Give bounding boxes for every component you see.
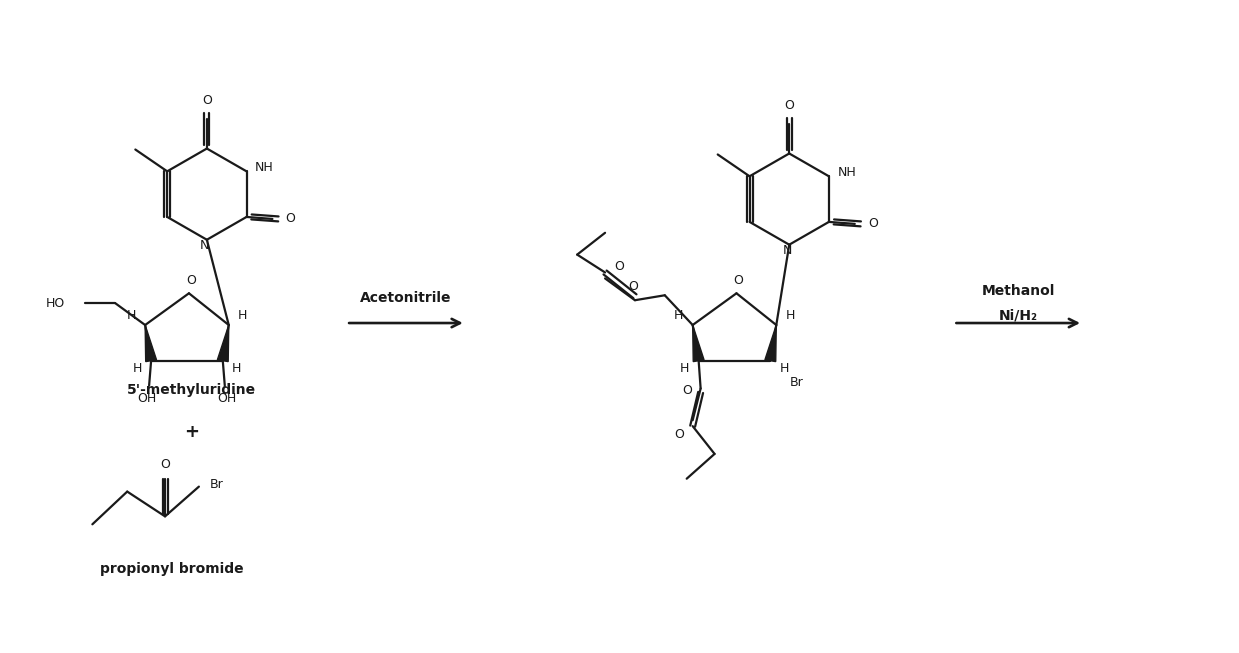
- Text: O: O: [202, 95, 212, 108]
- Text: NH: NH: [838, 166, 856, 179]
- Text: H: H: [680, 362, 689, 375]
- Polygon shape: [145, 325, 156, 362]
- Text: O: O: [186, 274, 196, 287]
- Text: H: H: [133, 362, 141, 375]
- Text: H: H: [126, 309, 136, 321]
- Text: HO: HO: [46, 296, 66, 310]
- Text: Acetonitrile: Acetonitrile: [361, 291, 452, 305]
- Text: propionyl bromide: propionyl bromide: [100, 562, 244, 576]
- Text: O: O: [733, 274, 743, 287]
- Text: H: H: [779, 362, 789, 375]
- Text: O: O: [681, 384, 691, 397]
- Text: O: O: [867, 217, 877, 231]
- Text: Ni/H₂: Ni/H₂: [999, 308, 1038, 322]
- Text: NH: NH: [255, 161, 274, 174]
- Text: N: N: [783, 244, 792, 257]
- Polygon shape: [693, 325, 704, 362]
- Text: Methanol: Methanol: [981, 284, 1054, 298]
- Text: O: O: [674, 428, 684, 441]
- Text: O: O: [784, 99, 794, 112]
- Text: O: O: [160, 458, 170, 471]
- Text: H: H: [786, 309, 795, 321]
- Polygon shape: [217, 325, 229, 362]
- Text: 5'-methyluridine: 5'-methyluridine: [128, 383, 256, 398]
- Text: O: O: [628, 280, 638, 293]
- Text: OH: OH: [138, 392, 157, 405]
- Text: H: H: [232, 362, 242, 375]
- Polygon shape: [764, 325, 777, 362]
- Text: O: O: [615, 260, 624, 273]
- Text: Br: Br: [209, 478, 224, 491]
- Text: H: H: [238, 309, 248, 321]
- Text: OH: OH: [217, 392, 237, 405]
- Text: H: H: [674, 309, 684, 321]
- Text: Br: Br: [789, 376, 803, 389]
- Text: +: +: [185, 423, 199, 441]
- Text: O: O: [285, 212, 295, 225]
- Text: N: N: [201, 239, 209, 252]
